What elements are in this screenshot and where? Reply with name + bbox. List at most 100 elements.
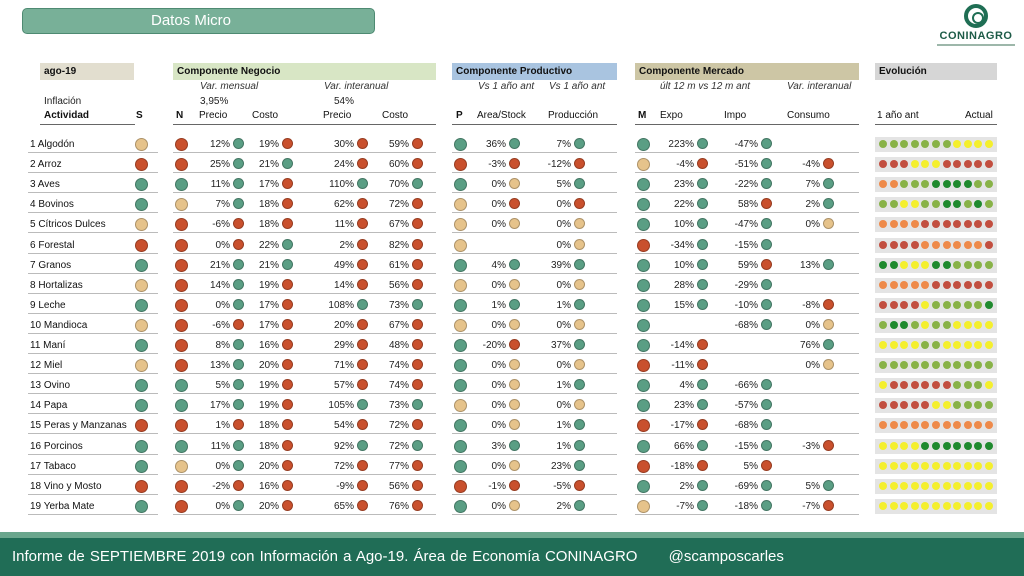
evolution-dot bbox=[985, 361, 993, 370]
productivo-cell-value: -5% bbox=[553, 480, 571, 492]
negocio-cell-indicator bbox=[412, 298, 423, 310]
mercado-cell-value: 66% bbox=[673, 440, 694, 452]
mercado-cell-value: 0% bbox=[805, 360, 820, 372]
productivo-cell-indicator bbox=[574, 379, 585, 391]
evolution-dot bbox=[889, 501, 898, 510]
col-m: M bbox=[638, 110, 647, 121]
negocio-indicator bbox=[175, 138, 188, 151]
mercado-cell-value: -11% bbox=[671, 360, 694, 372]
evolution-dot bbox=[900, 260, 909, 269]
table-row: 11 Maní 8% 16% 29% 48% -20% 37% -14% 76% bbox=[0, 336, 1024, 356]
evolution-dot bbox=[900, 300, 909, 309]
mercado-cell-indicator bbox=[761, 419, 772, 431]
negocio-cell-value: -6% bbox=[212, 319, 230, 331]
negocio-indicator bbox=[175, 238, 188, 252]
mercado-cell: 23% bbox=[658, 398, 708, 413]
mercado-cell-indicator bbox=[697, 399, 708, 411]
row-rule bbox=[452, 458, 617, 475]
table-row: 6 Forestal 0% 22% 2% 82% 0% -34% -15% bbox=[0, 236, 1024, 256]
evolution-dot bbox=[921, 260, 930, 269]
table-row: 13 Ovino 5% 19% 57% 74% 0% 1% 4% -66% bbox=[0, 376, 1024, 396]
mercado-cell: -66% bbox=[722, 378, 772, 393]
negocio-cell: 19% bbox=[243, 378, 293, 393]
mercado-cell-value: -7% bbox=[802, 500, 820, 512]
evolution-dot bbox=[963, 361, 972, 370]
mercado-cell-value: 59% bbox=[737, 259, 758, 271]
negocio-cell: 11% bbox=[194, 177, 244, 192]
mercado-indicator bbox=[637, 198, 650, 212]
negocio-cell: 56% bbox=[373, 479, 423, 494]
activity-name: 17 Tabaco bbox=[30, 460, 76, 472]
activity-name: 19 Yerba Mate bbox=[30, 500, 95, 512]
row-rule bbox=[134, 337, 158, 354]
negocio-cell-value: 19% bbox=[258, 380, 279, 392]
row-rule bbox=[452, 357, 617, 375]
mercado-cell: -7% bbox=[658, 499, 708, 514]
evolution-dot bbox=[921, 320, 930, 329]
productivo-cell: 0% bbox=[535, 318, 585, 333]
mercado-cell: 13% bbox=[784, 258, 834, 273]
row-rule bbox=[452, 417, 617, 435]
productivo-cell-indicator bbox=[574, 218, 585, 230]
evolution-dot bbox=[985, 160, 993, 169]
table-row: 4 Bovinos 7% 18% 62% 72% 0% 0% 22% 58% 2% bbox=[0, 195, 1024, 215]
evolution-dot bbox=[953, 260, 962, 269]
evolution-dot bbox=[889, 220, 898, 229]
mercado-cell: 10% bbox=[658, 217, 708, 232]
row-rule bbox=[173, 196, 436, 214]
activity-name: 6 Forestal bbox=[30, 239, 75, 251]
evolution-dot bbox=[889, 381, 898, 390]
productivo-cell-indicator bbox=[574, 399, 585, 411]
row-rule bbox=[173, 136, 436, 153]
negocio-cell-value: 2% bbox=[339, 239, 354, 251]
mercado-cell: 58% bbox=[722, 197, 772, 212]
evolution-dot bbox=[985, 300, 993, 309]
evolution-dot bbox=[900, 441, 909, 450]
evolution-dot bbox=[932, 140, 940, 148]
row-rule bbox=[173, 478, 436, 495]
negocio-cell: 77% bbox=[373, 459, 423, 474]
evolution-dot bbox=[879, 320, 887, 329]
mercado-cell: 2% bbox=[784, 197, 834, 212]
row-rule bbox=[635, 136, 859, 153]
mercado-cell-indicator bbox=[697, 459, 708, 471]
negocio-cell-value: 56% bbox=[388, 279, 409, 291]
inflacion-label: Inflación bbox=[44, 96, 82, 107]
row-rule bbox=[173, 176, 436, 194]
evolution-dot bbox=[889, 260, 898, 269]
row-rule bbox=[28, 176, 135, 194]
negocio-cell-value: 17% bbox=[209, 400, 230, 412]
productivo-cell-indicator bbox=[509, 198, 520, 210]
productivo-cell: 37% bbox=[535, 338, 585, 353]
negocio-cell-value: 0% bbox=[215, 299, 230, 311]
negocio-cell-indicator bbox=[282, 238, 293, 250]
col-precio: Precio bbox=[199, 110, 228, 121]
sector-indicator bbox=[135, 479, 148, 493]
mercado-cell-indicator bbox=[761, 439, 772, 451]
mercado-cell: -10% bbox=[722, 298, 772, 313]
evolution-dot bbox=[900, 240, 909, 249]
evolution-dot bbox=[889, 341, 898, 349]
evolution-dot bbox=[942, 421, 951, 430]
evolution-dot bbox=[963, 300, 972, 309]
negocio-cell-indicator bbox=[412, 379, 423, 391]
evolution-dot bbox=[942, 361, 951, 370]
productivo-cell-value: 0% bbox=[556, 400, 571, 412]
col-costo-interanual: Costo bbox=[382, 110, 409, 121]
evolution-dot bbox=[932, 461, 940, 470]
negocio-cell: 17% bbox=[243, 177, 293, 192]
evolution-dot bbox=[942, 240, 951, 249]
evolution-dot bbox=[985, 341, 993, 349]
productivo-cell-indicator bbox=[509, 399, 520, 411]
negocio-cell: 72% bbox=[373, 418, 423, 433]
negocio-cell-indicator bbox=[357, 198, 368, 210]
evolution-dot bbox=[900, 401, 909, 410]
negocio-cell: -6% bbox=[194, 318, 244, 333]
table-row: 2 Arroz 25% 21% 24% 60% -3% -12% -4% -51% -4% bbox=[0, 155, 1024, 175]
negocio-cell: 74% bbox=[373, 378, 423, 393]
col-p: P bbox=[456, 110, 463, 121]
evolution-dot bbox=[953, 361, 962, 370]
negocio-cell-value: 7% bbox=[215, 199, 230, 211]
activity-name: 5 Cítricos Dulces bbox=[30, 219, 106, 231]
negocio-cell: 17% bbox=[243, 298, 293, 313]
